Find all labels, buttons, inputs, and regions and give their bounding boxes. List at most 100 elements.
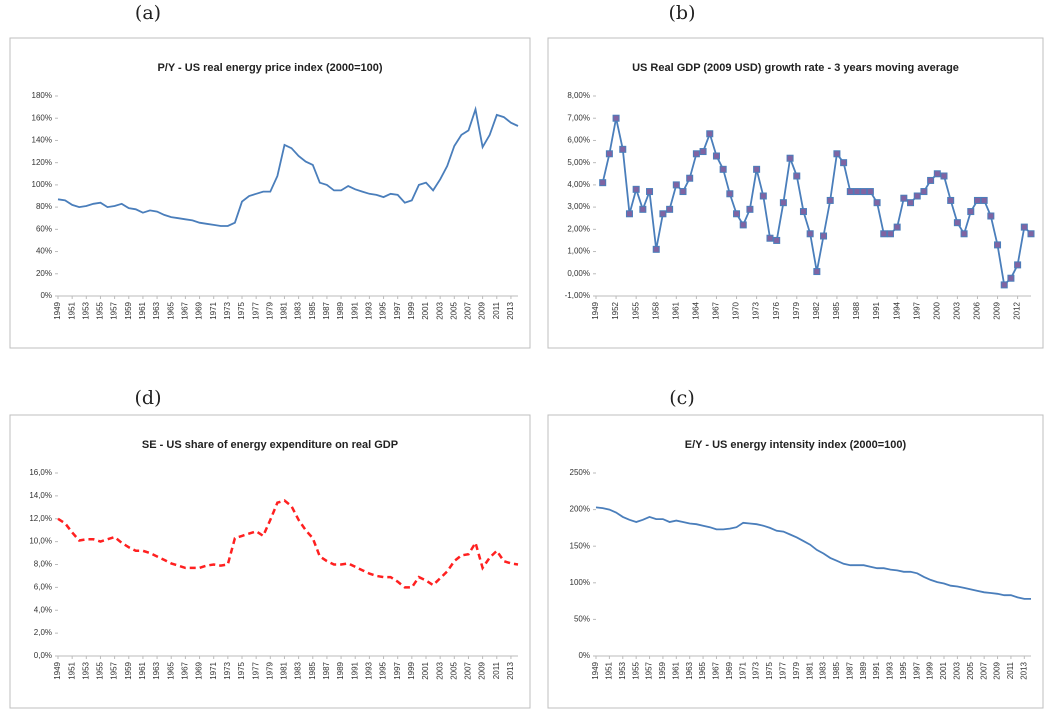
- x-tick-label: 1981: [280, 301, 289, 319]
- data-marker: [712, 152, 720, 160]
- data-marker: [967, 208, 975, 216]
- data-marker: [866, 188, 874, 196]
- x-tick-label: 1985: [308, 301, 317, 319]
- x-tick-label: 1993: [364, 301, 373, 319]
- x-tick-label: 1964: [691, 301, 700, 319]
- x-tick-label: 1953: [618, 661, 627, 679]
- data-marker: [873, 199, 881, 207]
- data-marker: [1014, 261, 1022, 269]
- data-marker: [793, 172, 801, 180]
- x-tick-label: 1949: [591, 661, 600, 679]
- data-marker: [820, 232, 828, 240]
- x-tick-label: 1955: [631, 301, 640, 319]
- y-tick-label: 20%: [36, 269, 52, 278]
- x-tick-label: 1997: [393, 301, 402, 319]
- x-tick-label: 1979: [265, 301, 274, 319]
- chart-title: P/Y - US real energy price index (2000=1…: [157, 62, 382, 74]
- data-marker: [880, 230, 888, 238]
- data-marker: [739, 221, 747, 229]
- x-tick-label: 1957: [110, 661, 119, 679]
- x-tick-label: 2003: [952, 301, 961, 319]
- x-tick-label: 2007: [979, 661, 988, 679]
- y-tick-label: 0%: [40, 291, 52, 300]
- panel-label: (b): [669, 2, 696, 24]
- data-marker: [773, 236, 781, 244]
- x-tick-label: 1993: [886, 661, 895, 679]
- data-marker: [779, 199, 787, 207]
- x-tick-label: 1991: [872, 301, 881, 319]
- x-tick-label: 1975: [237, 661, 246, 679]
- data-marker: [719, 165, 727, 173]
- data-marker: [846, 188, 854, 196]
- data-marker: [853, 188, 861, 196]
- x-tick-label: 1991: [350, 301, 359, 319]
- x-tick-label: 1983: [294, 661, 303, 679]
- data-marker: [672, 181, 680, 189]
- x-tick-label: 1958: [651, 301, 660, 319]
- x-tick-label: 1961: [138, 661, 147, 679]
- y-tick-label: 16,0%: [29, 468, 52, 477]
- x-tick-label: 2001: [421, 661, 430, 679]
- y-tick-label: -1,00%: [565, 291, 590, 300]
- y-tick-label: 0,00%: [567, 269, 590, 278]
- x-tick-label: 1997: [393, 661, 402, 679]
- x-tick-label: 2012: [1013, 301, 1022, 319]
- x-tick-label: 1957: [110, 301, 119, 319]
- x-tick-label: 2005: [966, 661, 975, 679]
- data-marker: [625, 210, 633, 218]
- x-tick-label: 1965: [698, 661, 707, 679]
- chart-title: US Real GDP (2009 USD) growth rate - 3 y…: [632, 62, 959, 74]
- x-tick-label: 1997: [912, 301, 921, 319]
- x-tick-label: 1983: [294, 301, 303, 319]
- data-marker: [927, 176, 935, 184]
- x-tick-label: 1949: [53, 661, 62, 679]
- y-tick-label: 12,0%: [29, 514, 52, 523]
- data-line: [595, 506, 1031, 600]
- data-marker: [940, 172, 948, 180]
- x-tick-label: 1969: [195, 661, 204, 679]
- data-marker: [726, 190, 734, 198]
- x-tick-label: 1999: [926, 661, 935, 679]
- x-tick-label: 1982: [812, 301, 821, 319]
- data-marker: [973, 196, 981, 204]
- x-tick-label: 1970: [732, 301, 741, 319]
- y-tick-label: 2,00%: [567, 224, 590, 233]
- x-tick-label: 1989: [336, 661, 345, 679]
- data-marker: [799, 208, 807, 216]
- y-tick-label: 80%: [36, 202, 52, 211]
- x-tick-label: 2003: [435, 301, 444, 319]
- y-tick-label: 4,00%: [567, 180, 590, 189]
- x-tick-label: 2013: [506, 661, 515, 679]
- x-tick-label: 1973: [752, 301, 761, 319]
- x-tick-label: 1965: [166, 661, 175, 679]
- y-tick-label: 8,0%: [34, 560, 52, 569]
- x-tick-label: 1985: [832, 661, 841, 679]
- x-tick-label: 1963: [685, 661, 694, 679]
- x-tick-label: 1977: [778, 661, 787, 679]
- data-marker: [733, 210, 741, 218]
- data-marker: [840, 159, 848, 167]
- x-tick-label: 1953: [81, 661, 90, 679]
- x-tick-label: 1988: [852, 301, 861, 319]
- y-tick-label: 6,00%: [567, 136, 590, 145]
- y-tick-label: 10,0%: [29, 537, 52, 546]
- data-marker: [759, 192, 767, 200]
- data-marker: [753, 165, 761, 173]
- x-tick-label: 1963: [152, 661, 161, 679]
- data-marker: [786, 154, 794, 162]
- x-tick-label: 1979: [792, 661, 801, 679]
- x-tick-label: 1976: [772, 301, 781, 319]
- x-tick-label: 2011: [492, 301, 501, 319]
- chart-frame: [547, 37, 1044, 349]
- x-tick-label: 1971: [209, 301, 218, 319]
- data-marker: [679, 188, 687, 196]
- x-tick-label: 1961: [671, 301, 680, 319]
- chart-frame: [9, 414, 531, 709]
- data-marker: [666, 205, 674, 213]
- y-tick-label: 150%: [570, 541, 590, 550]
- data-marker: [826, 196, 834, 204]
- data-marker: [746, 205, 754, 213]
- x-tick-label: 1959: [658, 661, 667, 679]
- y-tick-label: 4,0%: [34, 605, 52, 614]
